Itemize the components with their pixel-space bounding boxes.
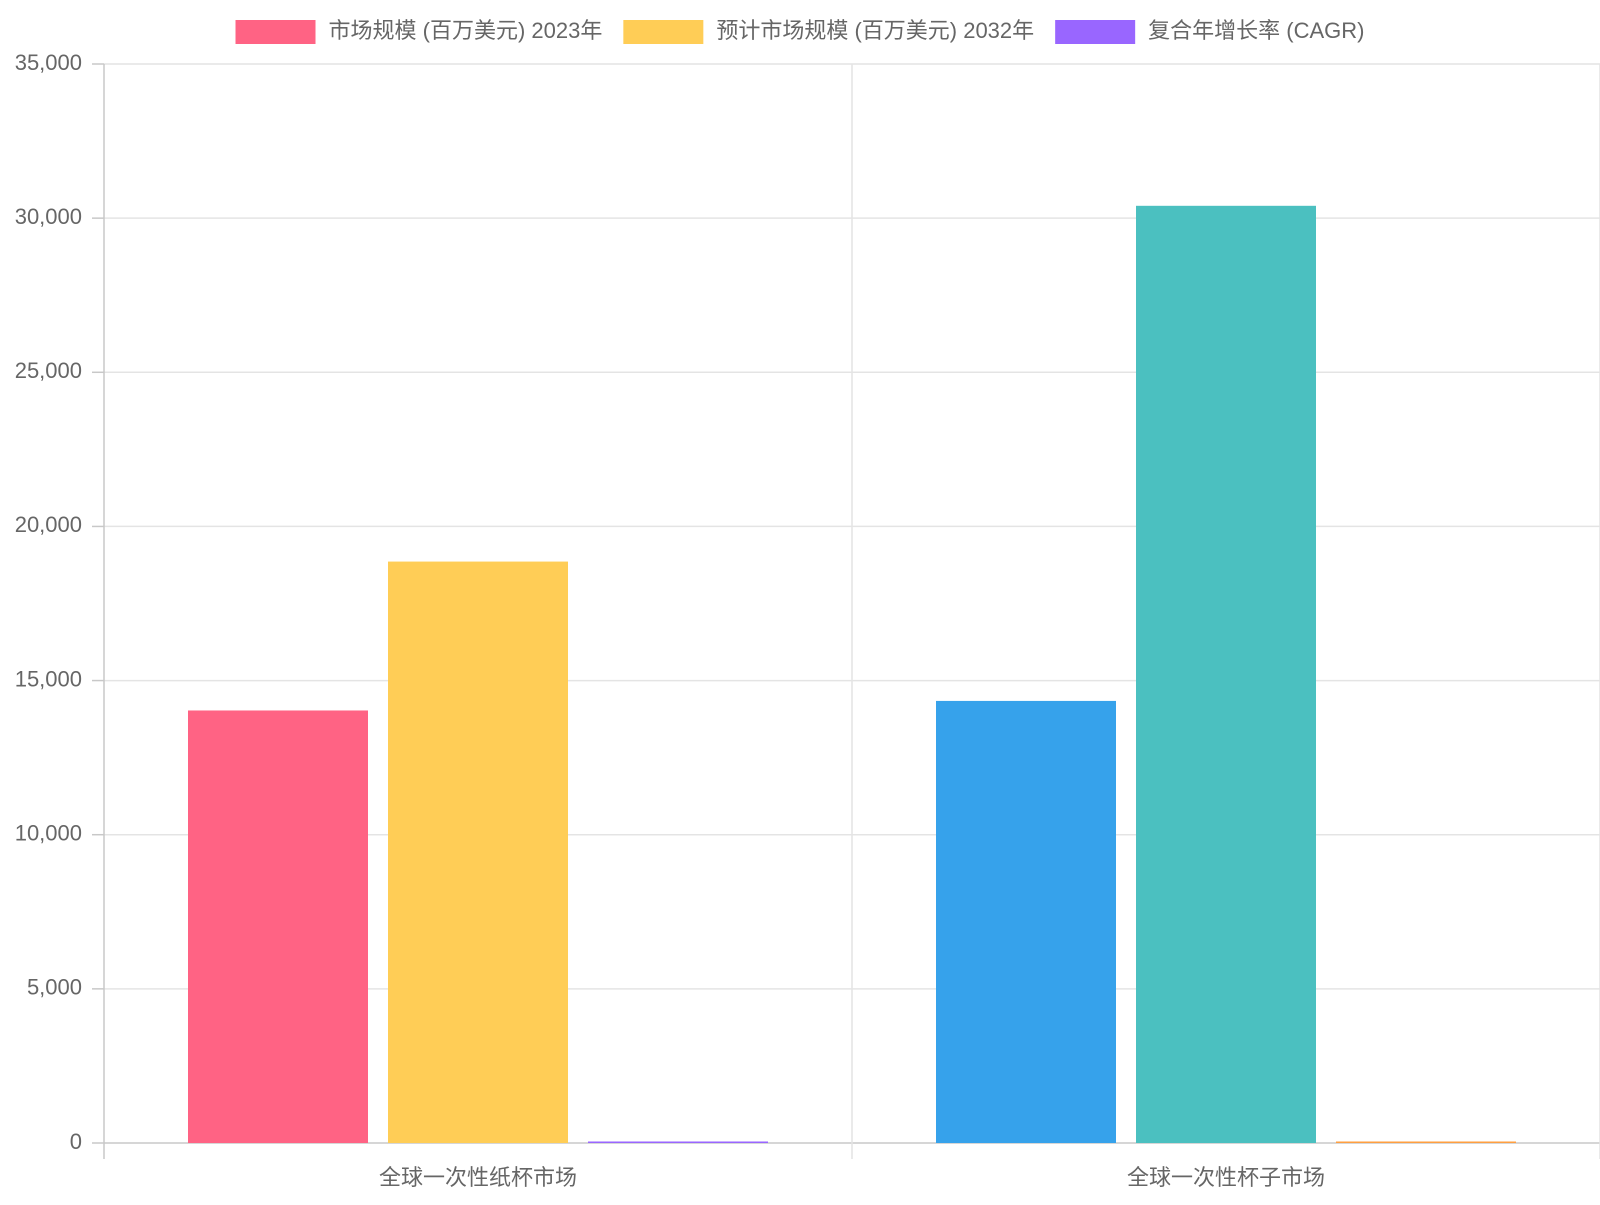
x-category-label: 全球一次性纸杯市场 (379, 1165, 577, 1190)
y-tick-label: 10,000 (15, 821, 82, 846)
bar[interactable] (1336, 1141, 1516, 1144)
y-tick-label: 30,000 (15, 204, 82, 229)
legend-swatch (1055, 20, 1136, 44)
legend-swatch (235, 20, 316, 44)
y-tick-label: 35,000 (15, 50, 82, 75)
legend-item[interactable]: 市场规模 (百万美元) 2023年 (235, 18, 603, 44)
x-category-label: 全球一次性杯子市场 (1127, 1165, 1325, 1190)
legend[interactable]: 市场规模 (百万美元) 2023年 预计市场规模 (百万美元) 2032年 复合年增… (235, 18, 1365, 44)
bar[interactable] (588, 1141, 768, 1144)
legend-item[interactable]: 预计市场规模 (百万美元) 2032年 (623, 18, 1034, 44)
bars (188, 205, 1516, 1144)
legend-item[interactable]: 复合年增长率 (CAGR) (1055, 18, 1364, 44)
y-tick-labels: 0 5,000 10,000 15,000 20,000 25,000 30,000 35,0… (15, 50, 82, 1154)
bar[interactable] (388, 561, 568, 1143)
y-tick-label: 20,000 (15, 512, 82, 537)
legend-label: 市场规模 (百万美元) 2023年 (329, 18, 603, 43)
legend-label: 复合年增长率 (CAGR) (1148, 18, 1364, 43)
bar[interactable] (188, 710, 368, 1143)
y-tick-label: 5,000 (27, 975, 82, 1000)
x-category-labels: 全球一次性纸杯市场 全球一次性杯子市场 (379, 1165, 1325, 1190)
legend-label: 预计市场规模 (百万美元) 2032年 (716, 18, 1034, 43)
bar[interactable] (1136, 205, 1316, 1144)
axes (92, 63, 104, 1144)
legend-swatch (623, 20, 704, 44)
y-tick-label: 15,000 (15, 666, 82, 691)
y-tick-label: 25,000 (15, 358, 82, 383)
bar[interactable] (936, 700, 1116, 1143)
y-tick-label: 0 (70, 1129, 82, 1154)
